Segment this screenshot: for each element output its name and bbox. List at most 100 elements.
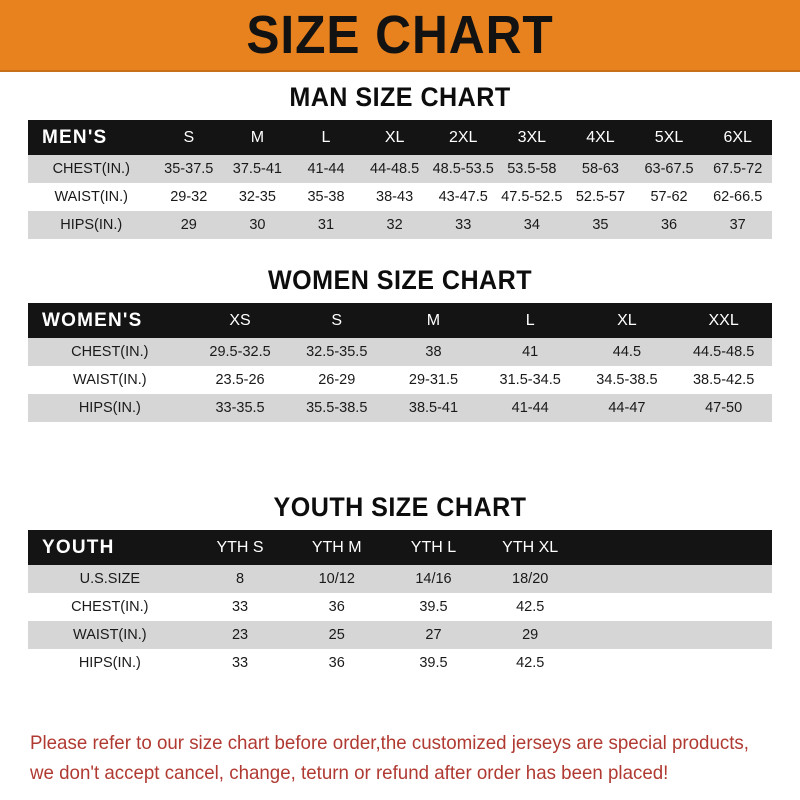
youth-section-title: YOUTH SIZE CHART <box>273 492 527 522</box>
cell-women-0-5: 44.5-48.5 <box>692 344 755 360</box>
cell-youth-1-1: 36 <box>328 599 345 615</box>
column-header-spacer <box>579 530 676 565</box>
cell-men-0-6: 58-63 <box>581 161 619 177</box>
youth-table-corner-label: YOUTH <box>42 536 115 558</box>
cell-youth-3-3: 42.5 <box>516 655 545 671</box>
cell-women-0-1: 32.5-35.5 <box>306 344 368 360</box>
row-label-women-1: WAIST(IN.) <box>73 372 147 388</box>
table-row: WAIST(IN.) 29-32 32-35 35-38 38-43 43-47.5 47.… <box>28 183 772 211</box>
page-title: SIZE CHART <box>246 5 554 65</box>
cell-men-1-8: 62-66.5 <box>713 189 763 205</box>
cell-youth-2-3: 29 <box>522 627 539 643</box>
cell-women-2-3: 41-44 <box>511 400 549 416</box>
row-label-men-2: HIPS(IN.) <box>60 217 123 233</box>
column-header-youth-3: YTH XL <box>502 538 559 556</box>
column-header-women-0: XS <box>229 311 251 329</box>
table-row: HIPS(IN.) 33 36 39.5 42.5 <box>28 649 772 677</box>
order-policy-note-line-1: Please refer to our size chart before or… <box>30 732 749 754</box>
cell-women-1-3: 31.5-34.5 <box>499 372 561 388</box>
cell-spacer <box>579 649 676 677</box>
women-size-chart-section: WOMEN SIZE CHART WOMEN'S XS S M L XL XXL CHEST(… <box>28 265 772 422</box>
cell-men-0-1: 37.5-41 <box>232 161 282 177</box>
cell-spacer <box>675 649 772 677</box>
column-header-spacer <box>675 530 772 565</box>
column-header-women-5: XXL <box>708 311 739 329</box>
cell-men-2-8: 37 <box>729 217 746 233</box>
column-header-men-8: 6XL <box>723 128 752 146</box>
cell-men-0-0: 35-37.5 <box>164 161 214 177</box>
row-label-youth-1: CHEST(IN.) <box>71 599 149 615</box>
table-row: WAIST(IN.) 23 25 27 29 <box>28 621 772 649</box>
cell-youth-3-1: 36 <box>328 655 345 671</box>
cell-women-0-2: 38 <box>425 344 442 360</box>
cell-youth-1-0: 33 <box>231 599 249 615</box>
cell-youth-2-2: 27 <box>425 627 442 643</box>
cell-youth-0-2: 14/16 <box>415 571 452 587</box>
cell-women-1-0: 23.5-26 <box>215 372 265 388</box>
man-size-chart-section: MAN SIZE CHART MEN'S S M L XL 2XL 3XL 4XL 5XL 6XL… <box>28 82 772 239</box>
cell-youth-3-2: 39.5 <box>419 655 448 671</box>
cell-women-2-2: 38.5-41 <box>408 400 459 416</box>
cell-men-1-2: 35-38 <box>307 189 345 205</box>
cell-youth-0-0: 8 <box>235 571 245 587</box>
cell-men-2-0: 29 <box>180 217 197 233</box>
column-header-men-6: 4XL <box>586 128 615 146</box>
table-row: CHEST(IN.) 33 36 39.5 42.5 <box>28 593 772 621</box>
cell-spacer <box>675 565 772 593</box>
cell-men-0-3: 44-48.5 <box>370 161 420 177</box>
youth-size-chart-section: YOUTH SIZE CHART YOUTH YTH S YTH M YTH L YTH… <box>28 492 772 677</box>
table-row: HIPS(IN.) 33-35.5 35.5-38.5 38.5-41 41-44 44-… <box>28 394 772 422</box>
row-label-men-1: WAIST(IN.) <box>54 189 129 205</box>
column-header-men-2: L <box>321 128 331 146</box>
cell-men-2-6: 35 <box>592 217 609 233</box>
women-size-table: WOMEN'S XS S M L XL XXL CHEST(IN.) 29.5-32.5 32.5… <box>28 303 772 422</box>
cell-men-1-6: 52.5-57 <box>575 189 626 205</box>
column-header-women-3: L <box>525 311 535 329</box>
cell-women-1-2: 29-31.5 <box>408 372 459 388</box>
cell-men-0-5: 53.5-58 <box>507 161 557 177</box>
row-label-youth-2: WAIST(IN.) <box>73 627 147 643</box>
cell-men-2-3: 32 <box>386 217 403 233</box>
cell-women-0-3: 41 <box>522 344 539 360</box>
cell-men-2-4: 33 <box>455 217 472 233</box>
page-banner: SIZE CHART <box>0 0 800 72</box>
column-header-youth-0: YTH S <box>216 538 264 556</box>
cell-youth-0-1: 10/12 <box>318 571 355 587</box>
cell-men-1-5: 47.5-52.5 <box>501 189 563 205</box>
column-header-youth-1: YTH M <box>311 538 362 556</box>
youth-size-table: YOUTH YTH S YTH M YTH L YTH XL U.S.SIZE 8 10/12… <box>28 530 772 677</box>
cell-women-2-4: 44-47 <box>608 400 646 416</box>
cell-men-2-1: 30 <box>249 217 266 233</box>
cell-women-2-5: 47-50 <box>705 400 743 416</box>
women-table-corner-label: WOMEN'S <box>42 309 143 331</box>
women-section-title: WOMEN SIZE CHART <box>267 265 533 295</box>
cell-men-2-2: 31 <box>317 217 335 233</box>
cell-youth-2-0: 23 <box>231 627 249 643</box>
row-label-women-2: HIPS(IN.) <box>78 400 141 416</box>
cell-men-2-7: 36 <box>660 217 678 233</box>
table-row: CHEST(IN.) 29.5-32.5 32.5-35.5 38 41 44.5 44.5… <box>28 338 772 366</box>
row-label-youth-0: U.S.SIZE <box>79 571 141 587</box>
cell-youth-1-3: 42.5 <box>516 599 545 615</box>
cell-men-1-7: 57-62 <box>650 189 688 205</box>
column-header-men-5: 3XL <box>517 128 547 146</box>
cell-youth-3-0: 33 <box>231 655 249 671</box>
cell-women-0-4: 44.5 <box>612 344 642 360</box>
women-table-header-row: WOMEN'S XS S M L XL XXL <box>28 303 772 338</box>
table-row: HIPS(IN.) 29 30 31 32 33 34 35 36 37 <box>28 211 772 239</box>
man-size-table: MEN'S S M L XL 2XL 3XL 4XL 5XL 6XL CHEST(IN.) 35-37… <box>28 120 772 239</box>
cell-youth-0-3: 18/20 <box>512 571 549 587</box>
cell-youth-1-2: 39.5 <box>419 599 448 615</box>
cell-spacer <box>579 565 676 593</box>
cell-women-1-1: 26-29 <box>318 372 356 388</box>
row-label-women-0: CHEST(IN.) <box>71 344 149 360</box>
cell-men-1-4: 43-47.5 <box>438 189 488 205</box>
man-section-title: MAN SIZE CHART <box>289 82 511 112</box>
cell-men-0-2: 41-44 <box>307 161 345 177</box>
cell-spacer <box>579 593 676 621</box>
column-header-women-4: XL <box>617 311 637 329</box>
cell-women-2-0: 33-35.5 <box>215 400 265 416</box>
cell-youth-2-1: 25 <box>328 627 345 643</box>
men-table-corner-label: MEN'S <box>42 126 108 148</box>
column-header-men-4: 2XL <box>448 128 478 146</box>
